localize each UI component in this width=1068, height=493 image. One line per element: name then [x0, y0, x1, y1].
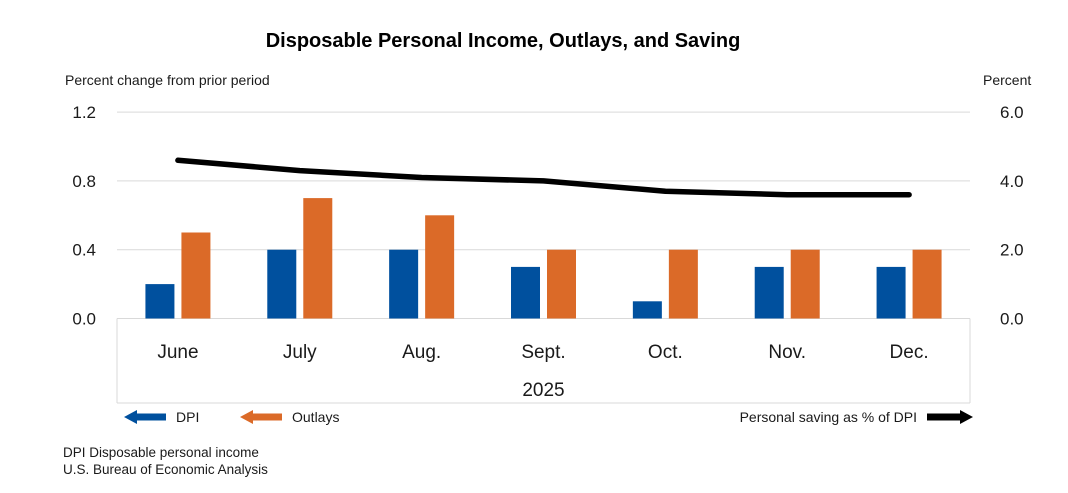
legend-label-saving: Personal saving as % of DPI: [739, 409, 917, 425]
x-axis-label: June: [157, 342, 198, 363]
saving-line: [175, 157, 912, 198]
dpi-bar: [145, 284, 175, 319]
legend-item-dpi: DPI: [124, 407, 199, 427]
x-axis-label: Nov.: [768, 342, 806, 363]
legend-item-saving: Personal saving as % of DPI: [740, 407, 973, 427]
right-axis-tick-label: 0.0: [1000, 310, 1024, 329]
saving-right-arrow-icon: [927, 410, 973, 424]
x-axis-label: Oct.: [648, 342, 683, 363]
dpi-left-arrow-icon: [124, 410, 166, 424]
x-axis-label: July: [283, 342, 317, 363]
footnote-dpi-definition: DPI Disposable personal income: [63, 445, 259, 460]
x-axis-label: Dec.: [890, 342, 929, 363]
footnote-source: U.S. Bureau of Economic Analysis: [63, 462, 268, 477]
outlays-bar: [547, 249, 576, 319]
dpi-bar: [876, 266, 906, 319]
plot-area: 1.2 6.0 0.8 4.0 0.4 2.0 0.0 0.0 June July Aug. Sept…: [72, 103, 1024, 404]
chart-title: Disposable Personal Income, Outlays, and…: [265, 30, 741, 52]
left-axis-tick-label: 0.0: [72, 310, 96, 329]
outlays-bar: [912, 249, 942, 319]
left-axis-tick-label: 0.4: [72, 241, 96, 260]
outlays-bar: [668, 249, 698, 319]
left-axis-tick-label: 1.2: [72, 103, 96, 122]
outlays-bar: [790, 249, 820, 319]
dpi-bar: [754, 266, 784, 319]
dpi-bar: [632, 301, 662, 319]
outlays-bar: [303, 198, 333, 319]
right-axis-unit-label: Percent: [983, 72, 1032, 88]
left-axis-tick-label: 0.8: [72, 172, 96, 191]
legend-item-outlays: Outlays: [240, 407, 339, 427]
legend-label-outlays: Outlays: [292, 409, 340, 425]
dpi-bar: [511, 266, 540, 319]
legend-label-dpi: DPI: [176, 409, 200, 425]
right-axis-tick-label: 2.0: [1000, 241, 1024, 260]
year-label: 2025: [522, 380, 564, 401]
dpi-bar: [389, 249, 419, 319]
x-axis-label: Sept.: [521, 342, 565, 363]
left-axis-unit-label: Percent change from prior period: [65, 72, 270, 88]
right-axis-tick-label: 4.0: [1000, 172, 1024, 191]
footnotes: DPI Disposable personal income U.S. Bure…: [63, 444, 268, 478]
x-axis-label: Aug.: [402, 342, 441, 363]
outlays-bar: [425, 215, 455, 319]
right-axis-tick-label: 6.0: [1000, 103, 1024, 122]
dpi-bar: [267, 249, 297, 319]
outlays-left-arrow-icon: [240, 410, 282, 424]
outlays-bar: [181, 232, 211, 319]
